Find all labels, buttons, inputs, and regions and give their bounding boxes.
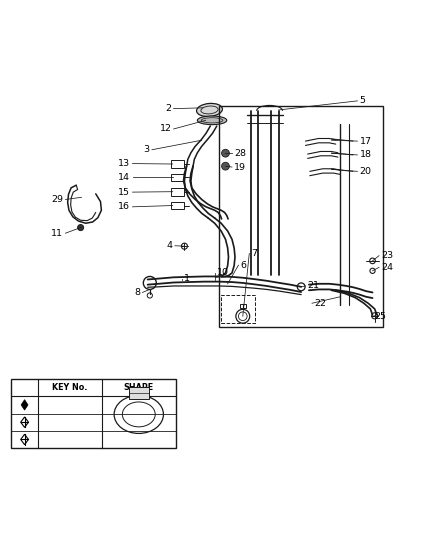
Text: 22: 22: [314, 299, 326, 308]
Text: 23: 23: [381, 251, 393, 260]
Text: 16: 16: [118, 203, 131, 211]
Bar: [171, 160, 184, 168]
Text: 5: 5: [360, 96, 366, 106]
Text: KEY No.: KEY No.: [52, 383, 88, 392]
Text: 3: 3: [144, 145, 150, 154]
Circle shape: [222, 162, 230, 170]
Text: 15: 15: [118, 188, 131, 197]
Text: 28: 28: [234, 149, 246, 158]
Text: 17: 17: [360, 136, 371, 146]
Ellipse shape: [78, 224, 84, 231]
Text: 19: 19: [234, 163, 246, 172]
Text: 20: 20: [360, 167, 371, 176]
Text: 12: 12: [159, 125, 171, 133]
Text: 2: 2: [166, 104, 171, 113]
Bar: [11, 379, 176, 448]
Text: 13: 13: [118, 159, 131, 168]
Bar: [171, 201, 184, 209]
Text: 7: 7: [251, 249, 258, 258]
Text: 8: 8: [134, 288, 140, 297]
Text: 25: 25: [374, 312, 387, 321]
Polygon shape: [21, 400, 28, 410]
Text: 21: 21: [307, 281, 320, 290]
Ellipse shape: [197, 103, 223, 117]
Text: 29: 29: [51, 195, 64, 204]
Bar: [219, 107, 383, 327]
Text: SHAPE: SHAPE: [124, 383, 154, 392]
Circle shape: [222, 149, 230, 157]
Text: 1: 1: [184, 274, 191, 283]
Ellipse shape: [198, 116, 227, 125]
Text: 24: 24: [381, 263, 393, 272]
Bar: [221, 295, 255, 322]
Text: 10: 10: [217, 269, 229, 278]
Text: 14: 14: [118, 173, 131, 182]
Text: 18: 18: [360, 150, 371, 159]
Bar: [171, 188, 184, 196]
Text: 4: 4: [167, 241, 173, 250]
Bar: [171, 174, 184, 181]
Bar: [240, 304, 246, 308]
Text: 11: 11: [51, 229, 64, 238]
Text: 6: 6: [240, 261, 247, 270]
Bar: [129, 387, 148, 399]
